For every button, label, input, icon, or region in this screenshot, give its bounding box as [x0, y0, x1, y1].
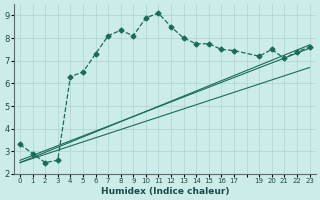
X-axis label: Humidex (Indice chaleur): Humidex (Indice chaleur) [100, 187, 229, 196]
